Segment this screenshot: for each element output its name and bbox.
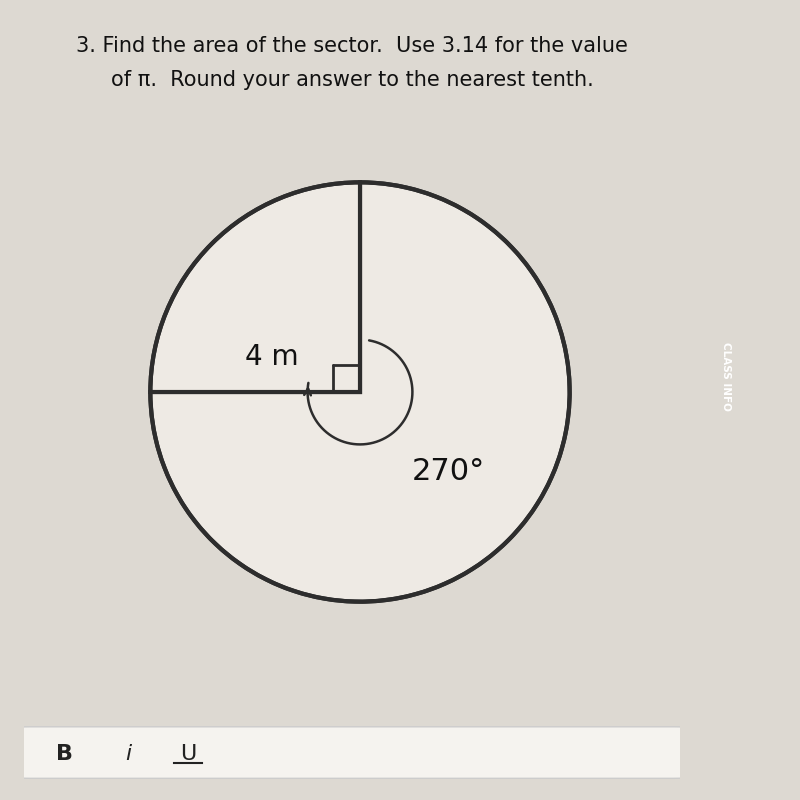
Text: i: i: [125, 744, 131, 763]
Text: CLASS INFO: CLASS INFO: [721, 342, 731, 410]
Text: 3. Find the area of the sector.  Use 3.14 for the value: 3. Find the area of the sector. Use 3.14…: [76, 36, 628, 56]
Wedge shape: [150, 182, 570, 602]
Text: of π.  Round your answer to the nearest tenth.: of π. Round your answer to the nearest t…: [110, 70, 594, 90]
Text: 4 m: 4 m: [245, 343, 298, 371]
Wedge shape: [150, 182, 360, 392]
FancyBboxPatch shape: [18, 726, 686, 778]
Text: 270°: 270°: [411, 457, 485, 486]
Text: U: U: [180, 744, 196, 763]
Text: B: B: [55, 744, 73, 763]
